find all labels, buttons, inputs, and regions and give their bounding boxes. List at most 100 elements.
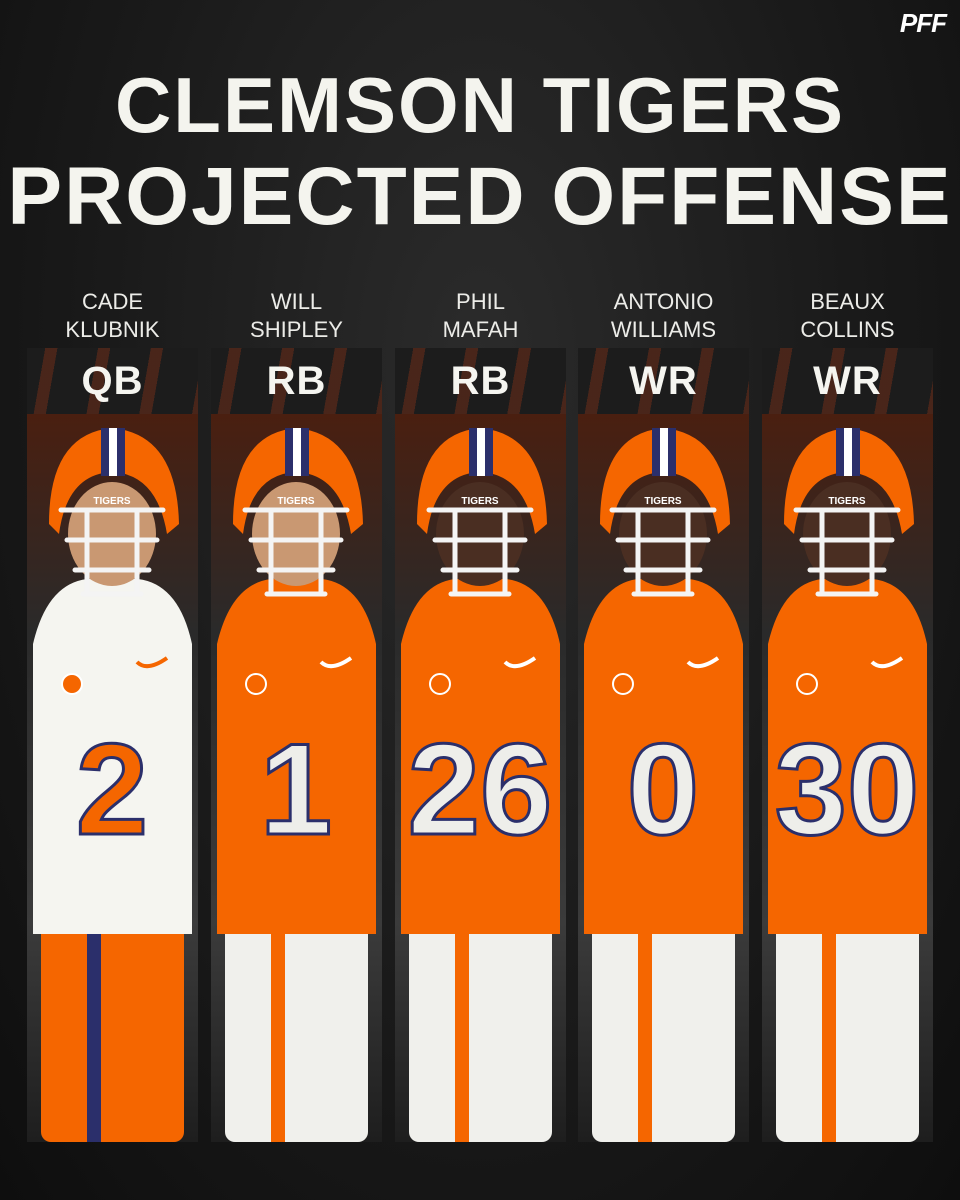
swoosh-icon [870, 656, 904, 669]
facemask [426, 507, 534, 597]
player-name: CADE KLUBNIK [27, 288, 198, 344]
player-card-2: PHIL MAFAH RB 26 TIGERS [395, 280, 566, 1142]
helmet-stripe [117, 428, 125, 476]
facemask [793, 507, 901, 597]
jersey-number: 30 [775, 716, 920, 862]
player-first-name: WILL [270, 289, 323, 314]
swoosh-icon [686, 656, 720, 669]
paw-icon [61, 673, 83, 695]
swoosh-icon [503, 656, 537, 669]
helmet-stripe [301, 428, 309, 476]
position-label: RB [266, 358, 327, 403]
helmet-text: TIGERS [828, 496, 866, 507]
jersey [401, 579, 560, 934]
pants [409, 884, 552, 1142]
pants-stripe [271, 884, 285, 1142]
jersey [584, 579, 743, 934]
player-card-3: ANTONIO WILLIAMS WR 0 TIGERS [578, 280, 749, 1142]
player-name: WILL SHIPLEY [211, 288, 382, 344]
pants [776, 884, 919, 1142]
pants-stripe [455, 884, 469, 1142]
facemask [58, 507, 166, 597]
helmet-stripe [852, 428, 860, 476]
paw-icon [796, 673, 818, 695]
player-card-0: CADE KLUBNIK QB 2 TIGERS [27, 280, 198, 1142]
jersey [217, 579, 376, 934]
pants-stripe [822, 884, 836, 1142]
helmet-text: TIGERS [461, 496, 499, 507]
facemask [609, 507, 717, 597]
position-banner: RB [211, 348, 382, 414]
player-card-1: WILL SHIPLEY RB 1 TIGERS [211, 280, 382, 1142]
helmet-text: TIGERS [277, 496, 315, 507]
player-last-name: MAFAH [442, 317, 519, 342]
position-label: WR [813, 358, 882, 403]
facemask [242, 507, 350, 597]
pants [41, 884, 184, 1142]
player-first-name: BEAUX [810, 289, 885, 314]
player-name: BEAUX COLLINS [762, 288, 933, 344]
player-last-name: SHIPLEY [250, 317, 343, 342]
position-label: WR [629, 358, 698, 403]
player-photo: 30 TIGERS [762, 414, 933, 1142]
position-banner: RB [395, 348, 566, 414]
jersey-number: 1 [260, 716, 332, 862]
position-banner: WR [578, 348, 749, 414]
pants-stripe [87, 884, 101, 1142]
pants [592, 884, 735, 1142]
swoosh-icon [135, 656, 169, 669]
player-photo: 26 TIGERS [395, 414, 566, 1142]
helmet-stripe [293, 428, 301, 476]
helmet-text: TIGERS [644, 496, 682, 507]
helmet-stripe [652, 428, 660, 476]
helmet [233, 428, 363, 534]
player-illustration: 30 TIGERS [768, 428, 927, 1142]
jersey-number: 2 [76, 716, 148, 862]
player-last-name: KLUBNIK [65, 317, 160, 342]
player-first-name: CADE [81, 289, 144, 314]
pants [225, 884, 368, 1142]
helmet-stripe [101, 428, 109, 476]
helmet-stripe [485, 428, 493, 476]
helmet-text: TIGERS [93, 496, 131, 507]
helmet-stripe [109, 428, 117, 476]
paw-icon [429, 673, 451, 695]
paw-icon [245, 673, 267, 695]
page-title-line-1: CLEMSON TIGERS [114, 61, 846, 149]
swoosh-icon [319, 656, 353, 669]
player-last-name: COLLINS [800, 317, 895, 342]
helmet-stripe [469, 428, 477, 476]
pants-stripe [638, 884, 652, 1142]
pff-logo: PFF [899, 8, 947, 38]
helmet [417, 428, 547, 534]
position-banner: QB [27, 348, 198, 414]
helmet-stripe [844, 428, 852, 476]
helmet-stripe [836, 428, 844, 476]
helmet [784, 428, 914, 534]
player-name: ANTONIO WILLIAMS [578, 288, 749, 344]
page-title-line-2: PROJECTED OFFENSE [7, 151, 953, 242]
helmet [49, 428, 179, 534]
player-illustration: 0 TIGERS [584, 428, 743, 1142]
player-last-name: WILLIAMS [610, 317, 717, 342]
paw-icon [612, 673, 634, 695]
jersey [33, 579, 192, 934]
position-label: QB [81, 358, 144, 403]
jersey-number: 26 [408, 716, 553, 862]
position-label: RB [450, 358, 511, 403]
player-first-name: PHIL [456, 289, 505, 314]
helmet-stripe [660, 428, 668, 476]
player-name: PHIL MAFAH [395, 288, 566, 344]
helmet-stripe [285, 428, 293, 476]
player-photo: 0 TIGERS [578, 414, 749, 1142]
player-illustration: 1 TIGERS [217, 428, 376, 1142]
player-columns: CADE KLUBNIK QB 2 TIGERS WILL SHIPLEY RB … [27, 280, 933, 1142]
helmet-stripe [668, 428, 676, 476]
player-first-name: ANTONIO [613, 289, 714, 314]
helmet-stripe [477, 428, 485, 476]
position-banner: WR [762, 348, 933, 414]
jersey [768, 579, 927, 934]
player-illustration: 2 TIGERS [33, 428, 192, 1142]
player-card-4: BEAUX COLLINS WR 30 TIGERS [762, 280, 933, 1142]
player-photo: 1 TIGERS [211, 414, 382, 1142]
